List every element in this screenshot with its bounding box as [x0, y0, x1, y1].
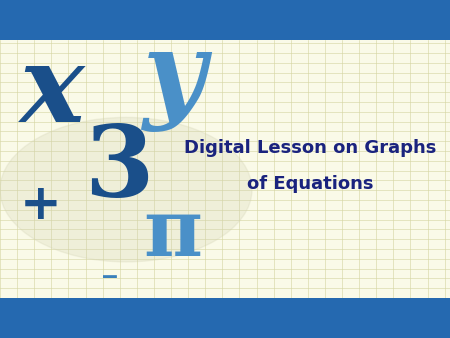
Text: 3: 3 [85, 121, 154, 217]
Text: y: y [142, 26, 205, 132]
Circle shape [0, 117, 252, 262]
Text: π: π [144, 194, 203, 272]
Text: Digital Lesson on Graphs: Digital Lesson on Graphs [184, 139, 436, 158]
Text: _: _ [104, 250, 117, 279]
Text: x: x [19, 39, 84, 145]
Text: of Equations: of Equations [247, 175, 374, 193]
Text: +: + [20, 181, 61, 229]
